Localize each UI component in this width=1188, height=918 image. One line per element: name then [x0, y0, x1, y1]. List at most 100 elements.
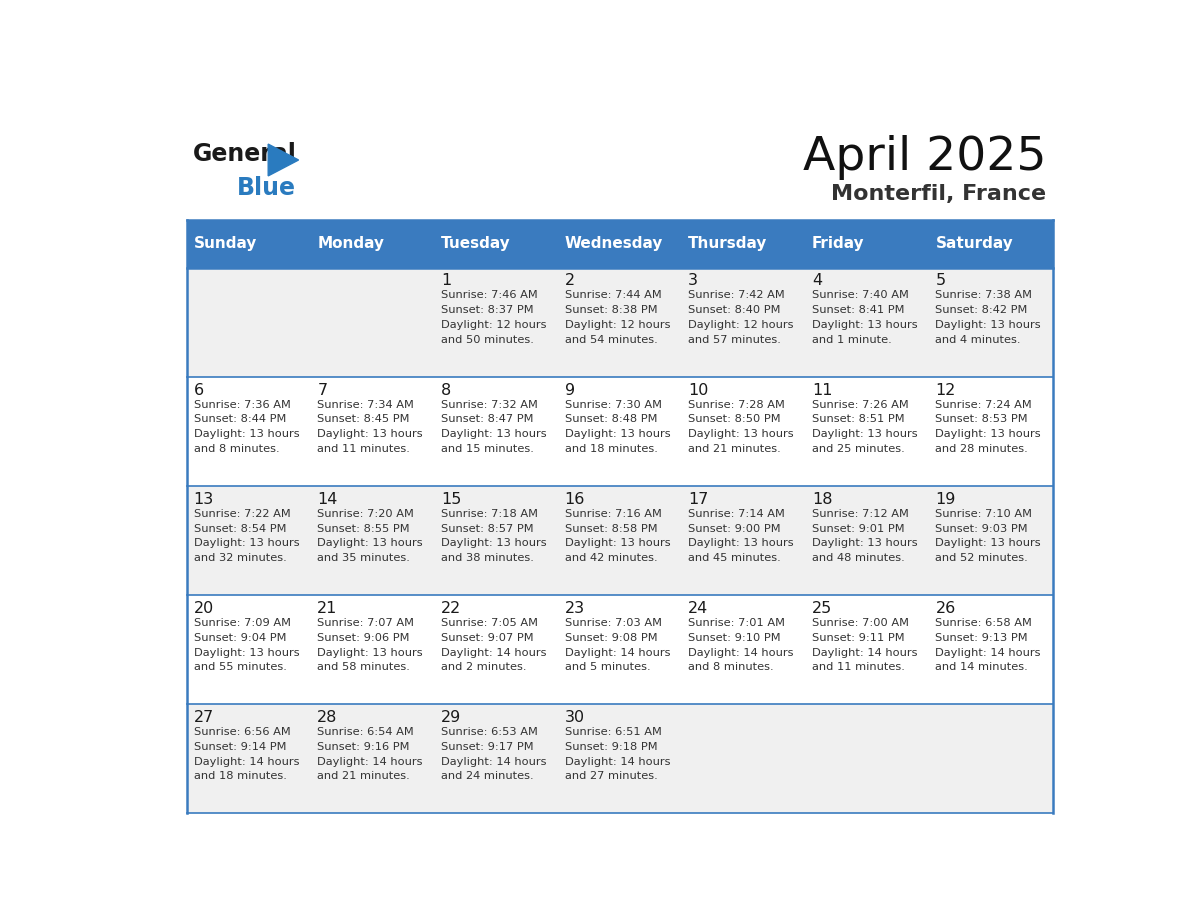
Text: and 54 minutes.: and 54 minutes. [564, 335, 657, 345]
Text: 16: 16 [564, 492, 584, 507]
Text: Sunrise: 7:26 AM: Sunrise: 7:26 AM [811, 399, 909, 409]
Bar [311, 595, 435, 704]
Text: Sunset: 9:18 PM: Sunset: 9:18 PM [564, 742, 657, 752]
Text: Saturday: Saturday [935, 236, 1013, 252]
Text: 17: 17 [688, 492, 708, 507]
Text: and 32 minutes.: and 32 minutes. [194, 554, 286, 564]
Text: Tuesday: Tuesday [441, 236, 511, 252]
Text: Blue: Blue [236, 176, 296, 200]
Polygon shape [268, 144, 298, 176]
Text: Sunrise: 7:30 AM: Sunrise: 7:30 AM [564, 399, 662, 409]
Text: Sunrise: 6:51 AM: Sunrise: 6:51 AM [564, 727, 662, 737]
Text: Sunrise: 7:38 AM: Sunrise: 7:38 AM [935, 290, 1032, 300]
Bar [805, 486, 929, 595]
Text: and 25 minutes.: and 25 minutes. [811, 444, 904, 454]
Text: Sunset: 9:10 PM: Sunset: 9:10 PM [688, 633, 781, 643]
Text: Sunset: 9:07 PM: Sunset: 9:07 PM [441, 633, 533, 643]
Text: Sunrise: 7:18 AM: Sunrise: 7:18 AM [441, 509, 538, 519]
Text: Daylight: 13 hours: Daylight: 13 hours [935, 320, 1041, 330]
Bar [682, 704, 805, 813]
Bar [805, 595, 929, 704]
Text: Sunset: 9:06 PM: Sunset: 9:06 PM [317, 633, 410, 643]
Text: Monday: Monday [317, 236, 384, 252]
Bar [311, 704, 435, 813]
Bar [435, 268, 558, 377]
Text: Sunrise: 7:20 AM: Sunrise: 7:20 AM [317, 509, 415, 519]
Bar [929, 268, 1053, 377]
Text: and 45 minutes.: and 45 minutes. [688, 554, 781, 564]
Text: Sunset: 9:13 PM: Sunset: 9:13 PM [935, 633, 1028, 643]
Bar [311, 219, 435, 268]
Text: Daylight: 13 hours: Daylight: 13 hours [935, 538, 1041, 548]
Bar [682, 595, 805, 704]
Text: 1: 1 [441, 274, 451, 288]
Text: 18: 18 [811, 492, 833, 507]
Bar [435, 219, 558, 268]
Text: 30: 30 [564, 710, 584, 725]
Text: Sunset: 9:08 PM: Sunset: 9:08 PM [564, 633, 657, 643]
Text: Daylight: 13 hours: Daylight: 13 hours [688, 538, 794, 548]
Text: and 1 minute.: and 1 minute. [811, 335, 891, 345]
Bar [558, 268, 682, 377]
Text: Sunset: 9:14 PM: Sunset: 9:14 PM [194, 742, 286, 752]
Text: 21: 21 [317, 601, 337, 616]
Text: Sunset: 8:38 PM: Sunset: 8:38 PM [564, 306, 657, 315]
Text: Sunset: 8:40 PM: Sunset: 8:40 PM [688, 306, 781, 315]
Text: and 8 minutes.: and 8 minutes. [688, 663, 773, 672]
Text: Sunset: 8:41 PM: Sunset: 8:41 PM [811, 306, 904, 315]
Text: Sunrise: 7:14 AM: Sunrise: 7:14 AM [688, 509, 785, 519]
Text: Daylight: 13 hours: Daylight: 13 hours [811, 430, 917, 439]
Bar [435, 704, 558, 813]
Text: Sunrise: 7:46 AM: Sunrise: 7:46 AM [441, 290, 538, 300]
Text: Daylight: 14 hours: Daylight: 14 hours [564, 756, 670, 767]
Text: 2: 2 [564, 274, 575, 288]
Bar [805, 377, 929, 486]
Text: Sunrise: 7:42 AM: Sunrise: 7:42 AM [688, 290, 785, 300]
Text: and 21 minutes.: and 21 minutes. [688, 444, 781, 454]
Bar [311, 486, 435, 595]
Bar [805, 219, 929, 268]
Text: Daylight: 14 hours: Daylight: 14 hours [564, 647, 670, 657]
Text: Sunset: 8:42 PM: Sunset: 8:42 PM [935, 306, 1028, 315]
Text: 14: 14 [317, 492, 337, 507]
Text: and 15 minutes.: and 15 minutes. [441, 444, 533, 454]
Bar [929, 704, 1053, 813]
Bar [558, 377, 682, 486]
Text: and 18 minutes.: and 18 minutes. [194, 771, 286, 781]
Text: Daylight: 13 hours: Daylight: 13 hours [317, 538, 423, 548]
Text: and 50 minutes.: and 50 minutes. [441, 335, 533, 345]
Text: 25: 25 [811, 601, 832, 616]
Text: 29: 29 [441, 710, 461, 725]
Bar [929, 595, 1053, 704]
Bar [558, 219, 682, 268]
Text: and 14 minutes.: and 14 minutes. [935, 663, 1028, 672]
Text: and 52 minutes.: and 52 minutes. [935, 554, 1028, 564]
Bar [805, 268, 929, 377]
Bar [435, 377, 558, 486]
Text: 12: 12 [935, 383, 956, 397]
Text: Sunset: 8:58 PM: Sunset: 8:58 PM [564, 523, 657, 533]
Text: 24: 24 [688, 601, 708, 616]
Text: Daylight: 13 hours: Daylight: 13 hours [811, 538, 917, 548]
Text: Daylight: 14 hours: Daylight: 14 hours [441, 647, 546, 657]
Text: and 2 minutes.: and 2 minutes. [441, 663, 526, 672]
Bar [558, 595, 682, 704]
Text: Sunset: 8:54 PM: Sunset: 8:54 PM [194, 523, 286, 533]
Bar [188, 219, 311, 268]
Text: Daylight: 14 hours: Daylight: 14 hours [935, 647, 1041, 657]
Text: Daylight: 13 hours: Daylight: 13 hours [194, 538, 299, 548]
Bar [682, 486, 805, 595]
Text: Sunset: 8:44 PM: Sunset: 8:44 PM [194, 414, 286, 424]
Bar [311, 268, 435, 377]
Text: and 11 minutes.: and 11 minutes. [811, 663, 905, 672]
Text: 4: 4 [811, 274, 822, 288]
Text: Daylight: 14 hours: Daylight: 14 hours [811, 647, 917, 657]
Text: Sunset: 9:01 PM: Sunset: 9:01 PM [811, 523, 904, 533]
Bar [188, 704, 311, 813]
Text: 5: 5 [935, 274, 946, 288]
Text: Sunrise: 6:58 AM: Sunrise: 6:58 AM [935, 618, 1032, 628]
Text: Sunset: 8:57 PM: Sunset: 8:57 PM [441, 523, 533, 533]
Text: Daylight: 13 hours: Daylight: 13 hours [811, 320, 917, 330]
Text: 11: 11 [811, 383, 833, 397]
Text: Sunrise: 6:53 AM: Sunrise: 6:53 AM [441, 727, 538, 737]
